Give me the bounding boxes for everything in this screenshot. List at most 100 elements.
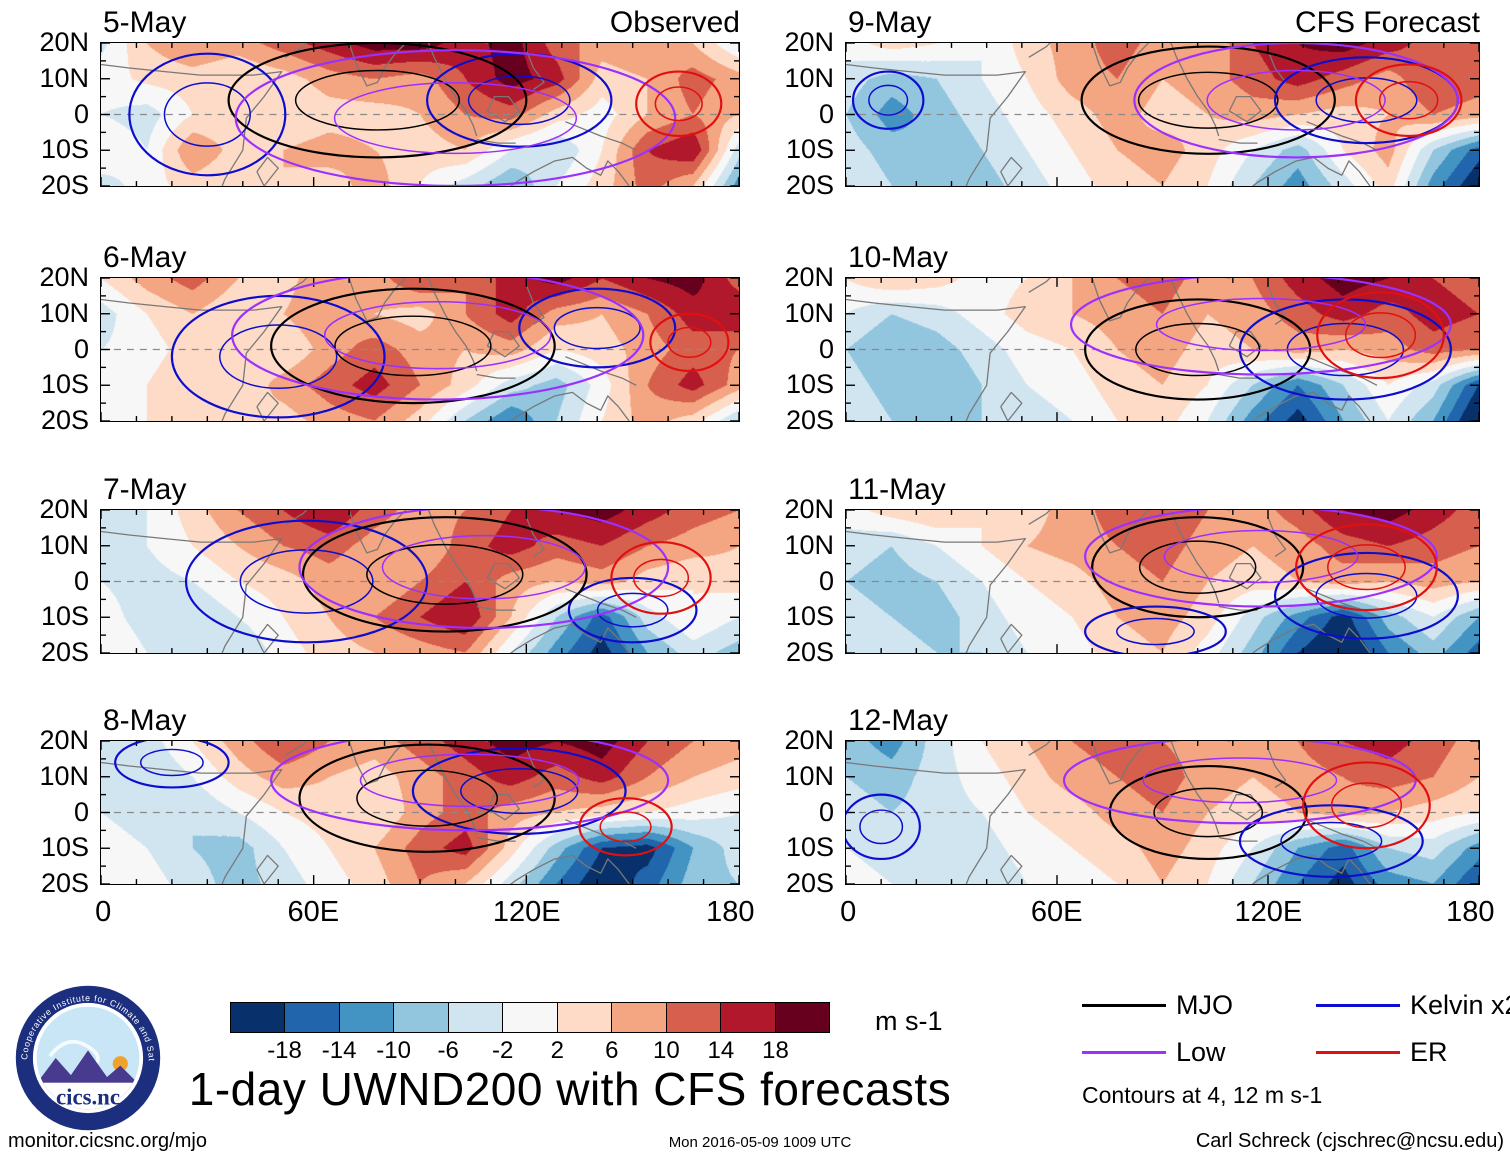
footer-url: monitor.cicsnc.org/mjo (8, 1130, 207, 1152)
low-contour (298, 510, 670, 630)
panel-date-label: 6-May (103, 241, 187, 274)
y-tick-label: 10S (785, 369, 834, 400)
colorbar-unit: m s-1 (875, 1006, 943, 1036)
contour-levels-note: Contours at 4, 12 m s-1 (1082, 1082, 1323, 1108)
coastline (1170, 510, 1220, 604)
panel-date-label: 9-May (848, 6, 932, 39)
contour-legend: MJO Kelvin x2 Low ER Contours at 4, 12 m… (1082, 992, 1510, 1109)
coastline (846, 761, 1026, 884)
panel-date-label: 5-May (103, 6, 187, 39)
er-contour (610, 541, 712, 615)
x-tick-label: 0 (840, 896, 857, 928)
mjo-contour (270, 287, 556, 405)
panel-12-may: 12-May 20N 10N 0 10S 20S (784, 706, 1480, 896)
colorbar-segment (612, 1003, 667, 1032)
colorbar-segment (339, 1003, 395, 1032)
low-contour-inner (1206, 69, 1386, 131)
mjo-contour-inner (1153, 787, 1264, 838)
forecast-column-label: CFS Forecast (1294, 6, 1480, 39)
coastline (565, 356, 637, 386)
colorbar-segment (231, 1003, 286, 1032)
er-contour-inner (1327, 544, 1406, 591)
kelvin-contour-inner (1315, 572, 1418, 619)
panel-date-label: 7-May (103, 473, 187, 506)
low-contour (1133, 43, 1459, 159)
mjo-contour-inner (1135, 322, 1261, 377)
er-contour (578, 797, 673, 857)
y-tick-label: 20N (784, 493, 834, 524)
y-tick-label: 10S (785, 134, 834, 165)
colorbar-segment (557, 1003, 613, 1032)
y-tick-label: 20S (785, 404, 834, 435)
x-tick-label: 0 (95, 896, 112, 928)
map-overlay (101, 278, 739, 421)
coastline (1218, 373, 1258, 379)
map-overlay (846, 510, 1479, 653)
coastline (427, 510, 478, 604)
figure-title: 1-day UWND200 with CFS forecasts (188, 1063, 952, 1115)
y-tick-label: 0 (73, 98, 89, 129)
mjo-contour-inner (1138, 540, 1257, 594)
coastline (525, 49, 545, 90)
er-contour-inner (599, 811, 652, 843)
coastline (565, 121, 637, 151)
y-tick-label: 20N (784, 26, 834, 57)
coastline (1091, 43, 1150, 87)
kelvin-contour (518, 287, 677, 369)
coastline (1000, 156, 1023, 186)
panel-9-may: 9-May 20N 10N 0 10S 20S (784, 8, 1480, 198)
logo-name: cics.nc (56, 1085, 120, 1110)
x-tick-label: 120E (1234, 896, 1303, 928)
low-contour-inner (381, 534, 586, 600)
mjo-contour (227, 43, 528, 159)
y-tick-label: 10N (39, 529, 89, 560)
colorbar-segment (394, 1003, 449, 1032)
y-tick-label: 10N (39, 297, 89, 328)
kelvin-line-sample (1316, 1004, 1400, 1007)
low-contour (1070, 278, 1452, 376)
x-axis-labels-observed: 0 60E 120E 180 (95, 896, 754, 932)
y-tick-label: 0 (73, 796, 89, 827)
colorbar-tick: -18 (267, 1037, 302, 1064)
mjo-contour (301, 516, 588, 633)
low-contour (1084, 510, 1438, 608)
low-line-sample (1082, 1051, 1166, 1054)
low-contour (234, 49, 677, 186)
coastline (1170, 43, 1220, 137)
colorbar-tick: -2 (492, 1037, 514, 1064)
observed-column-label: Observed (609, 6, 740, 39)
y-tick-label: 10N (39, 760, 89, 791)
coastline (1028, 741, 1051, 756)
low-contour (231, 278, 645, 401)
kelvin-contour (567, 576, 698, 644)
kelvin-contour (411, 747, 627, 836)
er-contour (1316, 291, 1445, 380)
mjo-contour-inner (294, 69, 461, 131)
er-contour-inner (632, 558, 690, 598)
kelvin-contour (1273, 551, 1459, 640)
low-contour (270, 741, 670, 832)
low-contour-inner (1142, 757, 1338, 804)
colorbar-tick: 14 (707, 1037, 735, 1064)
kelvin-contour (851, 70, 925, 130)
panel-7-may: 7-May 20N 10N 0 10S 20S (39, 475, 740, 665)
y-tick-label: 0 (818, 796, 834, 827)
coastline (1091, 278, 1150, 322)
low-contour-inner (1155, 297, 1367, 352)
footer-author: Carl Schreck (cjschrec@ncsu.edu) (1195, 1130, 1504, 1152)
colorbar-segment (775, 1003, 829, 1032)
y-tick-label: 20N (39, 493, 89, 524)
kelvin-contour-inner (1116, 617, 1195, 646)
x-tick-label: 180 (706, 896, 755, 928)
logo-sun-icon (112, 1056, 128, 1072)
colorbar-segment (448, 1003, 504, 1032)
y-tick-label: 10N (784, 62, 834, 93)
mjo-contour (1108, 764, 1308, 861)
mjo-contour (1091, 516, 1305, 619)
colorbar (230, 1002, 830, 1033)
coastline (101, 63, 283, 186)
kelvin-contour-inner (596, 592, 669, 628)
map-overlay (101, 741, 739, 884)
colorbar-tick: -10 (376, 1037, 411, 1064)
